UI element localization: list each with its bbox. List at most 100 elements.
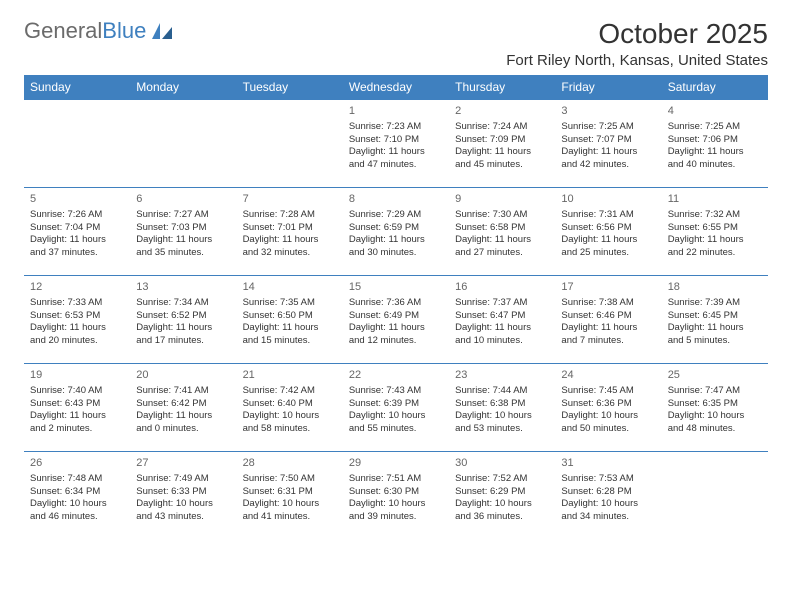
sunset-text: Sunset: 6:55 PM — [668, 222, 762, 235]
daylight-text: Daylight: 10 hours and 43 minutes. — [136, 498, 230, 524]
title-block: October 2025 Fort Riley North, Kansas, U… — [506, 18, 768, 69]
daylight-text: Daylight: 10 hours and 50 minutes. — [561, 410, 655, 436]
sunrise-text: Sunrise: 7:29 AM — [349, 209, 443, 222]
sunrise-text: Sunrise: 7:41 AM — [136, 385, 230, 398]
day-cell: 18Sunrise: 7:39 AMSunset: 6:45 PMDayligh… — [662, 276, 768, 364]
sunset-text: Sunset: 6:53 PM — [30, 310, 124, 323]
sunset-text: Sunset: 6:59 PM — [349, 222, 443, 235]
sunrise-text: Sunrise: 7:24 AM — [455, 121, 549, 134]
day-cell — [662, 452, 768, 540]
day-number: 6 — [136, 192, 230, 207]
day-number: 3 — [561, 104, 655, 119]
sunset-text: Sunset: 6:34 PM — [30, 486, 124, 499]
sunrise-text: Sunrise: 7:52 AM — [455, 473, 549, 486]
day-cell — [130, 100, 236, 188]
sunset-text: Sunset: 7:03 PM — [136, 222, 230, 235]
day-number: 12 — [30, 280, 124, 295]
sunrise-text: Sunrise: 7:53 AM — [561, 473, 655, 486]
sunset-text: Sunset: 6:30 PM — [349, 486, 443, 499]
day-number: 25 — [668, 368, 762, 383]
sunrise-text: Sunrise: 7:48 AM — [30, 473, 124, 486]
daylight-text: Daylight: 10 hours and 53 minutes. — [455, 410, 549, 436]
sunset-text: Sunset: 6:49 PM — [349, 310, 443, 323]
daylight-text: Daylight: 11 hours and 15 minutes. — [243, 322, 337, 348]
day-cell: 22Sunrise: 7:43 AMSunset: 6:39 PMDayligh… — [343, 364, 449, 452]
day-cell: 26Sunrise: 7:48 AMSunset: 6:34 PMDayligh… — [24, 452, 130, 540]
day-cell: 7Sunrise: 7:28 AMSunset: 7:01 PMDaylight… — [237, 188, 343, 276]
day-number: 27 — [136, 456, 230, 471]
day-number: 10 — [561, 192, 655, 207]
daylight-text: Daylight: 11 hours and 25 minutes. — [561, 234, 655, 260]
sunset-text: Sunset: 7:07 PM — [561, 134, 655, 147]
col-wednesday: Wednesday — [343, 75, 449, 100]
week-row: 12 Sunrise: 7:33 AMSunset: 6:53 PM Dayligh… — [24, 276, 768, 364]
day-number: 30 — [455, 456, 549, 471]
sunset-text: Sunset: 6:45 PM — [668, 310, 762, 323]
day-number: 17 — [561, 280, 655, 295]
sunset-text: Sunset: 6:56 PM — [561, 222, 655, 235]
day-cell: 16Sunrise: 7:37 AMSunset: 6:47 PMDayligh… — [449, 276, 555, 364]
day-cell — [24, 100, 130, 188]
sunrise-text: Sunrise: 7:42 AM — [243, 385, 337, 398]
day-number: 20 — [136, 368, 230, 383]
sunset-text: Sunset: 7:01 PM — [243, 222, 337, 235]
day-cell: 31Sunrise: 7:53 AMSunset: 6:28 PMDayligh… — [555, 452, 661, 540]
col-monday: Monday — [130, 75, 236, 100]
day-cell: 29Sunrise: 7:51 AMSunset: 6:30 PMDayligh… — [343, 452, 449, 540]
sunset-text: Sunset: 6:28 PM — [561, 486, 655, 499]
week-row: 1Sunrise: 7:23 AMSunset: 7:10 PMDaylight… — [24, 100, 768, 188]
daylight-text: Daylight: 11 hours and 22 minutes. — [668, 234, 762, 260]
daylight-text: Daylight: 11 hours and 40 minutes. — [668, 146, 762, 172]
sunrise-text: Sunrise: 7:47 AM — [668, 385, 762, 398]
calendar-table: Sunday Monday Tuesday Wednesday Thursday… — [24, 75, 768, 540]
day-number: 22 — [349, 368, 443, 383]
daylight-text: Daylight: 11 hours and 10 minutes. — [455, 322, 549, 348]
day-cell: 5Sunrise: 7:26 AMSunset: 7:04 PMDaylight… — [24, 188, 130, 276]
col-tuesday: Tuesday — [237, 75, 343, 100]
logo-word-2: Blue — [102, 18, 146, 44]
daylight-text: Daylight: 10 hours and 36 minutes. — [455, 498, 549, 524]
week-row: 19Sunrise: 7:40 AMSunset: 6:43 PMDayligh… — [24, 364, 768, 452]
day-number: 21 — [243, 368, 337, 383]
daylight-text: Daylight: 10 hours and 34 minutes. — [561, 498, 655, 524]
header-row: Sunday Monday Tuesday Wednesday Thursday… — [24, 75, 768, 100]
sunset-text: Sunset: 6:35 PM — [668, 398, 762, 411]
day-cell: 19Sunrise: 7:40 AMSunset: 6:43 PMDayligh… — [24, 364, 130, 452]
sunrise-text: Sunrise: 7:44 AM — [455, 385, 549, 398]
daylight-text: Daylight: 11 hours and 30 minutes. — [349, 234, 443, 260]
sunset-text: Sunset: 6:58 PM — [455, 222, 549, 235]
sunset-text: Sunset: 6:52 PM — [136, 310, 230, 323]
day-cell: 21Sunrise: 7:42 AMSunset: 6:40 PMDayligh… — [237, 364, 343, 452]
day-cell: 2Sunrise: 7:24 AMSunset: 7:09 PMDaylight… — [449, 100, 555, 188]
sunset-text: Sunset: 7:04 PM — [30, 222, 124, 235]
day-cell: 6Sunrise: 7:27 AMSunset: 7:03 PMDaylight… — [130, 188, 236, 276]
sunrise-text: Sunrise: 7:32 AM — [668, 209, 762, 222]
day-number: 15 — [349, 280, 443, 295]
day-number: 16 — [455, 280, 549, 295]
day-number: 29 — [349, 456, 443, 471]
daylight-text: Daylight: 11 hours and 7 minutes. — [561, 322, 655, 348]
day-cell: 11Sunrise: 7:32 AMSunset: 6:55 PMDayligh… — [662, 188, 768, 276]
daylight-text: Daylight: 11 hours and 47 minutes. — [349, 146, 443, 172]
sunset-text: Sunset: 6:43 PM — [30, 398, 124, 411]
day-cell: 17Sunrise: 7:38 AMSunset: 6:46 PMDayligh… — [555, 276, 661, 364]
sunset-text: Sunset: 6:31 PM — [243, 486, 337, 499]
day-cell: 30Sunrise: 7:52 AMSunset: 6:29 PMDayligh… — [449, 452, 555, 540]
daylight-text: Daylight: 11 hours and 27 minutes. — [455, 234, 549, 260]
daylight-text: Daylight: 11 hours and 37 minutes. — [30, 234, 124, 260]
logo: GeneralBlue — [24, 18, 176, 44]
sunrise-text: Sunrise: 7:25 AM — [668, 121, 762, 134]
day-number: 23 — [455, 368, 549, 383]
sunrise-text: Sunrise: 7:26 AM — [30, 209, 124, 222]
sunrise-text: Sunrise: 7:33 AM — [30, 297, 124, 310]
day-cell: 10Sunrise: 7:31 AMSunset: 6:56 PMDayligh… — [555, 188, 661, 276]
sunrise-text: Sunrise: 7:36 AM — [349, 297, 443, 310]
sunset-text: Sunset: 7:06 PM — [668, 134, 762, 147]
day-number: 7 — [243, 192, 337, 207]
daylight-text: Daylight: 10 hours and 48 minutes. — [668, 410, 762, 436]
sunset-text: Sunset: 6:36 PM — [561, 398, 655, 411]
col-sunday: Sunday — [24, 75, 130, 100]
sunrise-text: Sunrise: 7:27 AM — [136, 209, 230, 222]
sunrise-text: Sunrise: 7:51 AM — [349, 473, 443, 486]
col-friday: Friday — [555, 75, 661, 100]
